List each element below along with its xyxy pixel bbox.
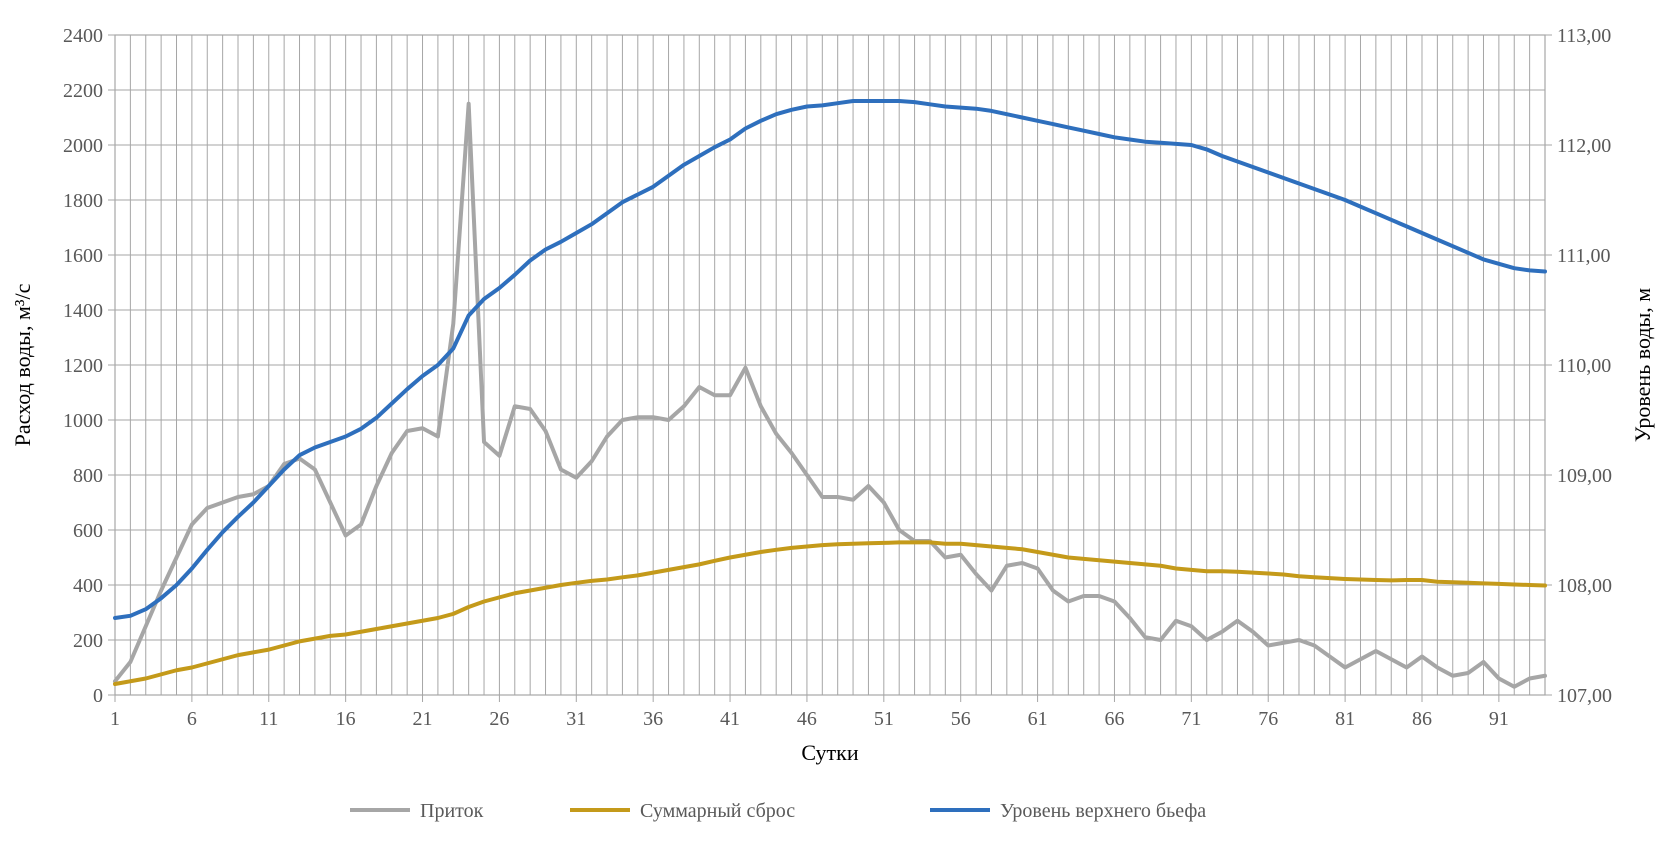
x-tick-label: 81 [1335,708,1355,730]
y-left-tick-label: 1200 [63,355,103,377]
x-tick-label: 11 [259,708,278,730]
y-left-axis-title: Расход воды, м³/с [10,283,35,446]
y-left-tick-label: 800 [73,465,103,487]
legend-label: Приток [420,800,484,822]
x-tick-label: 66 [1104,708,1124,730]
x-axis-title: Сутки [801,740,858,765]
y-left-tick-label: 0 [93,685,103,707]
y-right-tick-label: 110,00 [1557,355,1611,377]
chart-container: 161116212631364146515661667176818691Сутк… [0,0,1672,853]
y-right-tick-label: 113,00 [1557,25,1611,47]
y-left-tick-label: 400 [73,575,103,597]
x-tick-label: 21 [413,708,433,730]
x-tick-label: 1 [110,708,120,730]
x-tick-label: 76 [1258,708,1278,730]
x-tick-label: 46 [797,708,817,730]
x-tick-label: 86 [1412,708,1432,730]
legend-label: Уровень верхнего бьефа [1000,800,1206,822]
x-tick-label: 26 [489,708,509,730]
y-left-tick-label: 600 [73,520,103,542]
x-tick-label: 16 [336,708,356,730]
y-left-tick-label: 1000 [63,410,103,432]
x-tick-label: 61 [1028,708,1048,730]
reservoir-chart: 161116212631364146515661667176818691Сутк… [0,0,1672,853]
y-right-tick-label: 112,00 [1557,135,1611,157]
x-tick-label: 71 [1181,708,1201,730]
x-tick-label: 91 [1489,708,1509,730]
legend: Приток Суммарный сброс Уровень верхнего бь… [350,800,1206,822]
y-left-tick-label: 1800 [63,190,103,212]
x-tick-label: 6 [187,708,197,730]
y-right-tick-label: 109,00 [1557,465,1612,487]
y-right-tick-label: 111,00 [1557,245,1611,267]
y-left-tick-label: 1600 [63,245,103,267]
legend-label: Суммарный сброс [640,800,795,822]
y-left-tick-label: 2400 [63,25,103,47]
x-tick-label: 36 [643,708,663,730]
y-right-axis-title: Уровень воды, м [1630,288,1655,443]
y-left-tick-label: 2200 [63,80,103,102]
y-left-tick-label: 200 [73,630,103,652]
y-left-tick-label: 2000 [63,135,103,157]
x-tick-label: 41 [720,708,740,730]
y-left-tick-label: 1400 [63,300,103,322]
x-tick-label: 51 [874,708,894,730]
x-tick-label: 56 [951,708,971,730]
y-right-tick-label: 107,00 [1557,685,1612,707]
y-right-tick-label: 108,00 [1557,575,1612,597]
x-tick-label: 31 [566,708,586,730]
